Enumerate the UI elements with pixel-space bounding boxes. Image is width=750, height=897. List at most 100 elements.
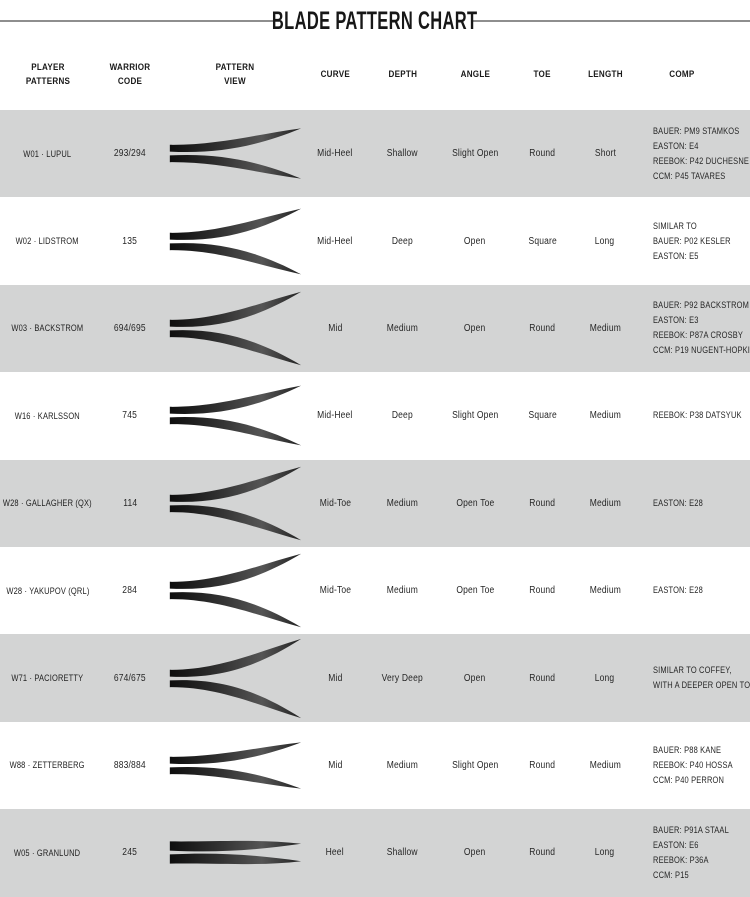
angle-value: Open xyxy=(464,322,486,334)
angle-value: Open xyxy=(464,672,486,684)
column-header-angle: ANGLE xyxy=(440,40,510,110)
length-value: Long xyxy=(595,235,615,247)
player-pattern-label: W01 · LUPUL xyxy=(23,148,72,159)
angle-value: Open xyxy=(464,847,486,859)
player-pattern-label: W03 · BACKSTROM xyxy=(11,323,84,334)
curve-value: Mid xyxy=(327,672,343,684)
angle-cell: Open Toe xyxy=(440,460,510,547)
curve-value: Mid-Heel xyxy=(317,148,353,160)
depth-cell: Medium xyxy=(365,460,440,547)
depth-cell: Medium xyxy=(365,547,440,634)
depth-cell: Medium xyxy=(365,722,440,809)
comp-line: EASTON: E6 xyxy=(653,839,699,850)
column-header-label: DEPTH xyxy=(388,69,417,81)
warrior-code-value: 694/695 xyxy=(114,322,146,334)
comp-line: REEBOK: P40 HOSSA xyxy=(653,759,733,770)
depth-value: Medium xyxy=(386,759,419,771)
title-rule-right xyxy=(471,20,750,22)
comp-line: BAUER: P91A STAAL xyxy=(653,824,729,835)
depth-cell: Medium xyxy=(365,285,440,372)
length-value: Short xyxy=(594,148,616,160)
warrior-code-cell: 674/675 xyxy=(95,634,165,721)
comp-cell: SIMILAR TO COFFEY, WITH A DEEPER OPEN TOE xyxy=(635,634,750,721)
column-header-comp: COMP xyxy=(635,40,750,110)
depth-cell: Shallow xyxy=(365,809,440,896)
toe-value: Round xyxy=(529,497,556,509)
blade-pattern-icon xyxy=(169,742,302,789)
blade-pattern-icon xyxy=(169,466,302,540)
length-cell: Medium xyxy=(575,285,635,372)
pattern-view-cell xyxy=(165,809,305,896)
comp-line: REEBOK: P42 DUCHESNE xyxy=(653,155,750,166)
depth-value: Medium xyxy=(386,585,419,597)
angle-cell: Open xyxy=(440,285,510,372)
comp-line: EASTON: E28 xyxy=(653,585,703,596)
toe-value: Round xyxy=(529,148,556,160)
curve-cell: Mid xyxy=(305,634,365,721)
pattern-view-cell xyxy=(165,460,305,547)
column-header-pattern-view: PATTERN VIEW xyxy=(165,40,305,110)
pattern-view-cell xyxy=(165,197,305,284)
curve-cell: Heel xyxy=(305,809,365,896)
curve-value: Mid-Toe xyxy=(319,585,351,597)
length-cell: Long xyxy=(575,809,635,896)
table-row: W16 · KARLSSON 745 Mid-Heel Deep Slight … xyxy=(0,372,750,460)
blade-pattern-icon xyxy=(169,385,302,446)
depth-cell: Deep xyxy=(365,372,440,459)
comp-line: EASTON: E3 xyxy=(653,315,699,326)
toe-value: Square xyxy=(528,410,557,422)
comp-cell: BAUER: P91A STAAL EASTON: E6 REEBOK: P36A C… xyxy=(635,809,750,896)
table-row: W01 · LUPUL 293/294 Mid-Heel Shallow Sli… xyxy=(0,110,750,198)
length-cell: Long xyxy=(575,197,635,284)
column-header-label: PLAYER PATTERNS xyxy=(25,62,70,87)
comp-line: CCM: P15 xyxy=(653,869,689,880)
column-header-toe: TOE xyxy=(510,40,575,110)
angle-cell: Slight Open xyxy=(440,722,510,809)
comp-line: CCM: P45 TAVARES xyxy=(653,170,726,181)
depth-cell: Deep xyxy=(365,197,440,284)
warrior-code-value: 114 xyxy=(122,497,138,509)
comp-cell: BAUER: P92 BACKSTROM EASTON: E3 REEBOK: P8… xyxy=(635,285,750,372)
angle-cell: Open xyxy=(440,809,510,896)
column-header-warrior-code: WARRIOR CODE xyxy=(95,40,165,110)
length-cell: Short xyxy=(575,110,635,197)
depth-cell: Very Deep xyxy=(365,634,440,721)
warrior-code-value: 674/675 xyxy=(114,672,146,684)
curve-cell: Mid xyxy=(305,722,365,809)
depth-cell: Shallow xyxy=(365,110,440,197)
toe-value: Round xyxy=(529,759,556,771)
player-cell: W03 · BACKSTROM xyxy=(0,285,95,372)
toe-cell: Round xyxy=(510,722,575,809)
comp-line: SIMILAR TO xyxy=(653,220,697,231)
length-value: Long xyxy=(595,672,615,684)
table-header: PLAYER PATTERNS WARRIOR CODE PATTERN VIE… xyxy=(0,40,750,110)
blade-pattern-icon xyxy=(169,638,302,718)
column-header-player-patterns: PLAYER PATTERNS xyxy=(0,40,95,110)
player-pattern-label: W16 · KARLSSON xyxy=(14,410,81,421)
player-pattern-label: W05 · GRANLUND xyxy=(14,847,81,858)
player-pattern-label: W02 · LIDSTROM xyxy=(15,236,80,247)
toe-cell: Round xyxy=(510,809,575,896)
angle-value: Slight Open xyxy=(451,759,499,771)
curve-cell: Mid-Heel xyxy=(305,197,365,284)
player-cell: W05 · GRANLUND xyxy=(0,809,95,896)
pattern-view-cell xyxy=(165,110,305,197)
title-wrap: BLADE PATTERN CHART xyxy=(272,7,477,36)
length-value: Medium xyxy=(589,585,621,597)
curve-value: Mid-Heel xyxy=(317,410,353,422)
player-cell: W71 · PACIORETTY xyxy=(0,634,95,721)
toe-cell: Round xyxy=(510,547,575,634)
curve-cell: Mid-Heel xyxy=(305,372,365,459)
comp-cell: EASTON: E28 xyxy=(635,547,750,634)
length-value: Long xyxy=(595,847,615,859)
toe-cell: Square xyxy=(510,197,575,284)
depth-value: Shallow xyxy=(387,148,418,160)
title-rule-left xyxy=(0,20,279,22)
column-header-label: WARRIOR CODE xyxy=(109,62,151,87)
toe-value: Round xyxy=(529,322,556,334)
player-pattern-label: W88 · ZETTERBERG xyxy=(9,760,86,771)
pattern-view-cell xyxy=(165,285,305,372)
curve-value: Mid-Heel xyxy=(317,235,353,247)
angle-cell: Open xyxy=(440,197,510,284)
depth-value: Deep xyxy=(391,410,414,422)
